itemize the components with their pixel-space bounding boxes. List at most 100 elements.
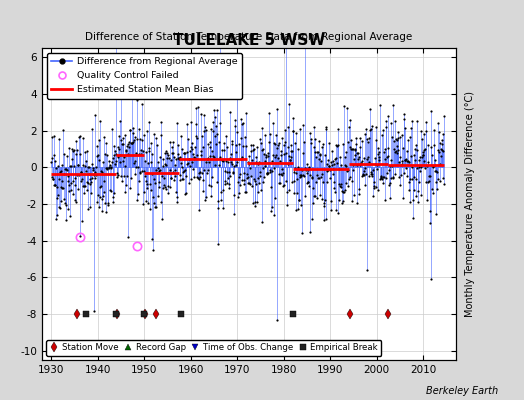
Point (71, 199, 80, 206)
Point (402, 148, 411, 154)
Point (134, 164, 143, 170)
Point (220, 140, 228, 146)
Point (115, 132, 123, 139)
Point (64, 178, 72, 184)
Point (275, 180, 283, 186)
Point (47, 159, 56, 165)
Point (213, 130, 222, 137)
Point (352, 140, 361, 147)
Point (320, 200, 328, 206)
Point (356, 161, 364, 168)
Point (392, 136, 400, 142)
Point (59, 185, 67, 191)
Point (366, 127, 374, 133)
Point (234, 179, 242, 185)
Point (53, 195, 62, 201)
Point (414, 199, 422, 205)
Point (327, 198, 335, 204)
Point (427, 144, 435, 150)
Point (434, 176, 443, 182)
Point (197, 111, 205, 118)
Point (185, 156, 193, 163)
Point (244, 158, 253, 165)
Point (180, 167, 189, 174)
Point (282, 178, 290, 184)
Point (172, 189, 180, 196)
Point (199, 187, 208, 194)
Point (236, 182, 244, 188)
Point (321, 152, 329, 158)
Point (109, 194, 117, 200)
Point (362, 171, 370, 177)
Point (77, 168, 85, 175)
Point (115, 152, 124, 158)
Point (209, 153, 217, 160)
Point (168, 143, 176, 150)
Point (164, 183, 172, 189)
Point (388, 134, 397, 140)
Point (241, 189, 249, 195)
Point (144, 200, 152, 206)
Point (311, 136, 319, 142)
Point (374, 151, 383, 158)
Point (432, 178, 441, 185)
Text: Difference of Station Temperature Data from Regional Average: Difference of Station Temperature Data f… (85, 32, 412, 42)
Point (117, 173, 126, 179)
Point (99, 159, 107, 166)
Point (203, 156, 211, 162)
Point (385, 195, 394, 202)
Point (243, 175, 251, 182)
Point (185, 163, 194, 169)
Point (151, 166, 160, 173)
Point (307, 136, 315, 142)
Point (264, 170, 272, 176)
Point (411, 145, 419, 152)
Point (379, 149, 388, 156)
Point (396, 154, 405, 160)
Point (384, 112, 392, 119)
Point (217, 157, 226, 164)
Point (73, 162, 82, 168)
Point (55, 136, 63, 142)
Point (294, 146, 302, 153)
Point (348, 178, 356, 184)
Point (140, 132, 148, 138)
Point (204, 181, 213, 188)
Point (225, 184, 234, 191)
Point (345, 175, 353, 182)
Point (310, 124, 318, 130)
Point (95, 118, 104, 125)
Point (222, 179, 231, 186)
Point (144, 160, 152, 166)
Point (346, 144, 354, 150)
Point (116, 118, 124, 124)
Point (130, 160, 138, 166)
Point (428, 152, 436, 158)
Point (261, 163, 269, 170)
Point (187, 144, 195, 150)
Point (329, 158, 337, 164)
Point (114, 154, 122, 160)
Point (212, 179, 221, 185)
Point (220, 187, 228, 193)
Point (68, 146, 77, 152)
Point (282, 25, 290, 32)
Point (108, 199, 117, 205)
Point (394, 129, 402, 136)
Point (313, 149, 321, 155)
Point (122, 147, 130, 154)
Point (429, 163, 437, 170)
Point (373, 166, 381, 172)
Point (208, 174, 216, 180)
Point (157, 132, 165, 138)
Point (176, 172, 184, 178)
Point (264, 152, 272, 159)
Point (369, 192, 377, 199)
Point (312, 178, 320, 185)
Point (167, 156, 175, 163)
Point (57, 184, 65, 190)
Point (227, 158, 235, 165)
Point (393, 137, 401, 143)
Point (68, 156, 76, 162)
Point (400, 111, 408, 117)
